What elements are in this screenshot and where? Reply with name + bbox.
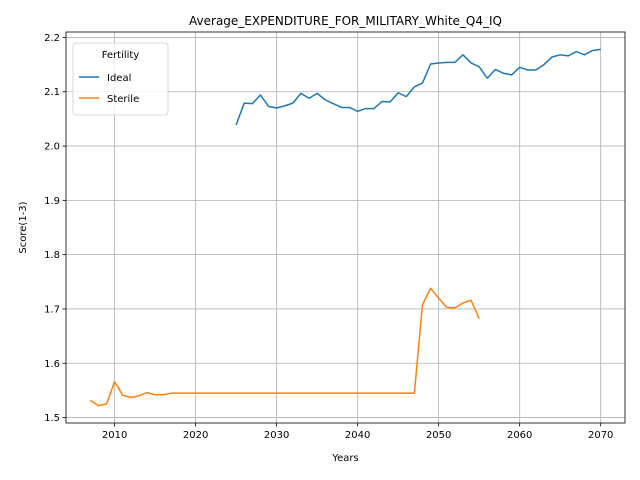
x-axis-label: Years bbox=[331, 453, 358, 464]
y-tick-label: 1.5 bbox=[44, 413, 60, 424]
chart-title: Average_EXPENDITURE_FOR_MILITARY_White_Q… bbox=[189, 14, 502, 28]
series-line-ideal bbox=[235, 48, 601, 126]
x-tick-label: 2020 bbox=[183, 430, 208, 441]
x-tick-label: 2040 bbox=[345, 430, 370, 441]
legend-title: Fertility bbox=[102, 50, 140, 61]
legend-box bbox=[72, 42, 169, 116]
plot-frame bbox=[65, 31, 626, 424]
x-tick-label: 2030 bbox=[264, 430, 289, 441]
y-tick-label: 1.6 bbox=[44, 359, 60, 370]
y-tick-label: 1.9 bbox=[44, 196, 60, 207]
y-tick-label: 1.8 bbox=[44, 250, 60, 261]
x-tick-label: 2060 bbox=[507, 430, 532, 441]
x-tick-label: 2050 bbox=[426, 430, 451, 441]
series-lines bbox=[89, 48, 601, 407]
grid bbox=[66, 32, 625, 423]
y-tick-label: 2.2 bbox=[44, 33, 60, 44]
legend: Fertility Ideal Sterile bbox=[72, 42, 169, 116]
legend-items: Ideal Sterile bbox=[79, 73, 139, 105]
y-tick-label: 2.0 bbox=[44, 142, 60, 153]
x-axis-ticks: 2010 2020 2030 2040 2050 2060 2070 bbox=[102, 423, 613, 441]
x-tick-label: 2010 bbox=[102, 430, 127, 441]
legend-label-ideal: Ideal bbox=[107, 73, 131, 84]
x-tick-label: 2070 bbox=[588, 430, 613, 441]
y-tick-label: 1.7 bbox=[44, 304, 60, 315]
series-line-sterile bbox=[89, 287, 480, 407]
y-axis-ticks: 1.5 1.6 1.7 1.8 1.9 2.0 2.1 2.2 bbox=[44, 33, 66, 424]
legend-label-sterile: Sterile bbox=[107, 94, 139, 105]
y-tick-label: 2.1 bbox=[44, 87, 60, 98]
y-axis-label: Score(1-3) bbox=[18, 201, 29, 253]
